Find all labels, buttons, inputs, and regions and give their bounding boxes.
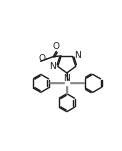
Text: O: O	[39, 54, 46, 63]
Text: N: N	[74, 51, 81, 60]
Text: N: N	[49, 62, 56, 71]
Text: O: O	[53, 42, 60, 51]
Text: N: N	[63, 74, 70, 83]
